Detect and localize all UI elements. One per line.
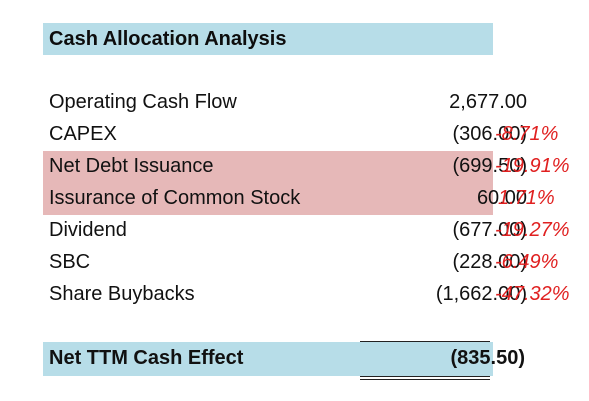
row-percent: -8.71% — [495, 123, 559, 145]
row-share-buybacks[interactable]: Share Buybacks (1,662.00) -47.32% — [43, 279, 589, 311]
total-row[interactable]: Net TTM Cash Effect (835.50) — [43, 342, 525, 376]
sheet-title: Cash Allocation Analysis — [49, 28, 287, 50]
row-percent: -6.49% — [495, 251, 559, 273]
row-percent: -19.27% — [495, 219, 570, 241]
row-common-stock-issuance[interactable]: Issurance of Common Stock 60.00 1.71% — [43, 183, 589, 215]
row-value: 60.00 — [476, 187, 527, 209]
row-sbc[interactable]: SBC (228.00) -6.49% — [43, 247, 589, 279]
row-label: Dividend — [49, 219, 127, 241]
highlight-fill — [43, 151, 493, 183]
row-label: SBC — [49, 251, 91, 273]
row-net-debt-issuance[interactable]: Net Debt Issuance (699.50) -19.91% — [43, 151, 589, 183]
row-value: (1,662.00) — [435, 283, 527, 305]
total-double-underline — [360, 376, 490, 380]
row-percent: 1.71% — [498, 187, 555, 209]
row-operating-cash-flow[interactable]: Operating Cash Flow 2,677.00 — [43, 87, 589, 119]
header-cell[interactable]: Cash Allocation Analysis — [43, 23, 493, 55]
row-label: Operating Cash Flow — [49, 91, 237, 113]
row-percent: -47.32% — [495, 283, 570, 305]
row-capex[interactable]: CAPEX (306.00) -8.71% — [43, 119, 589, 151]
row-percent: -19.91% — [495, 155, 570, 177]
row-label: CAPEX — [49, 123, 117, 145]
row-label: Issurance of Common Stock — [49, 187, 301, 209]
row-value: (699.50) — [452, 155, 528, 177]
row-dividend[interactable]: Dividend (677.00) -19.27% — [43, 215, 589, 247]
row-value: 2,677.00 — [449, 91, 527, 113]
row-value: (306.00) — [452, 123, 528, 145]
row-label: Share Buybacks — [49, 283, 195, 305]
row-label: Net Debt Issuance — [49, 155, 214, 177]
highlight-fill — [43, 183, 493, 215]
row-value: (228.00) — [452, 251, 528, 273]
row-value: (677.00) — [452, 219, 528, 241]
total-top-border — [360, 341, 490, 342]
total-label: Net TTM Cash Effect — [49, 347, 244, 369]
total-value: (835.50) — [450, 347, 526, 369]
